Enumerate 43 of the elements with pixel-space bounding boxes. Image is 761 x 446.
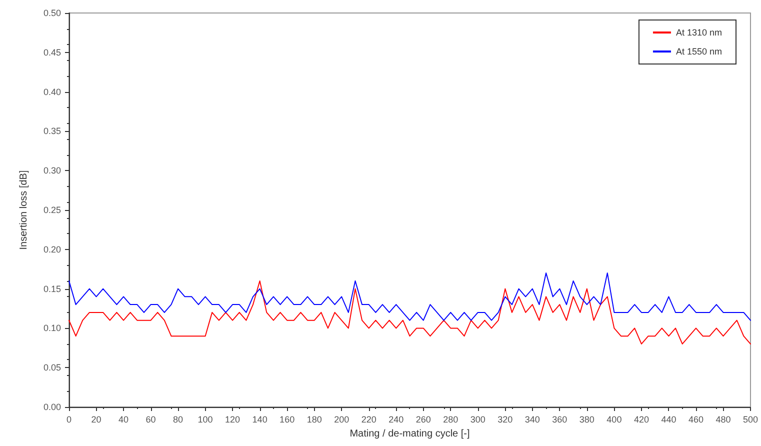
- y-tick-label: 0.05: [43, 362, 61, 373]
- x-tick-label: 280: [443, 414, 458, 424]
- line-series: [68, 272, 751, 321]
- x-tick-label: 80: [173, 414, 184, 424]
- x-tick-label: 360: [552, 414, 568, 424]
- x-tick-label: 40: [118, 414, 129, 424]
- x-tick-label: 100: [198, 414, 213, 424]
- y-tick-label: 0.35: [43, 126, 61, 136]
- x-tick-label: 300: [470, 414, 486, 424]
- x-tick-label: 340: [524, 414, 540, 424]
- x-tick-label: 180: [306, 414, 322, 424]
- line-series: [68, 280, 751, 344]
- x-tick-label: 120: [225, 414, 240, 424]
- x-tick-label: 140: [252, 414, 268, 424]
- x-tick-label: 160: [280, 414, 295, 424]
- x-tick-label: 20: [91, 414, 102, 424]
- x-tick-label: 440: [661, 414, 676, 424]
- y-tick-label: 0.40: [43, 86, 61, 97]
- y-tick-label: 0.00: [43, 402, 61, 412]
- x-tick-label: 380: [579, 414, 594, 424]
- x-tick-label: 500: [742, 414, 758, 424]
- x-tick-label: 420: [634, 414, 649, 424]
- x-tick-label: 240: [388, 414, 404, 424]
- x-axis-title: Mating / de-mating cycle [-]: [350, 428, 470, 440]
- x-tick-label: 460: [688, 414, 704, 424]
- x-tick-label: 220: [361, 414, 376, 424]
- y-axis-title: Insertion loss [dB]: [18, 170, 30, 250]
- y-tick-label: 0.30: [43, 166, 61, 176]
- legend-label: At 1310 nm: [676, 28, 722, 38]
- y-tick-label: 0.10: [43, 323, 61, 334]
- y-tick-label: 0.50: [43, 8, 61, 18]
- x-tick-label: 200: [334, 414, 350, 424]
- y-tick-label: 0.15: [43, 284, 61, 294]
- x-tick-label: 400: [606, 414, 622, 424]
- x-tick-label: 60: [146, 414, 156, 424]
- y-tick-label: 0.25: [43, 205, 61, 215]
- x-tick-label: 480: [716, 414, 731, 424]
- y-tick-label: 0.20: [43, 244, 61, 254]
- y-tick-label: 0.45: [43, 47, 61, 58]
- x-tick-label: 320: [498, 414, 513, 424]
- x-tick-label: 0: [66, 414, 72, 424]
- x-tick-label: 260: [416, 414, 431, 424]
- legend-label: At 1550 nm: [676, 46, 722, 56]
